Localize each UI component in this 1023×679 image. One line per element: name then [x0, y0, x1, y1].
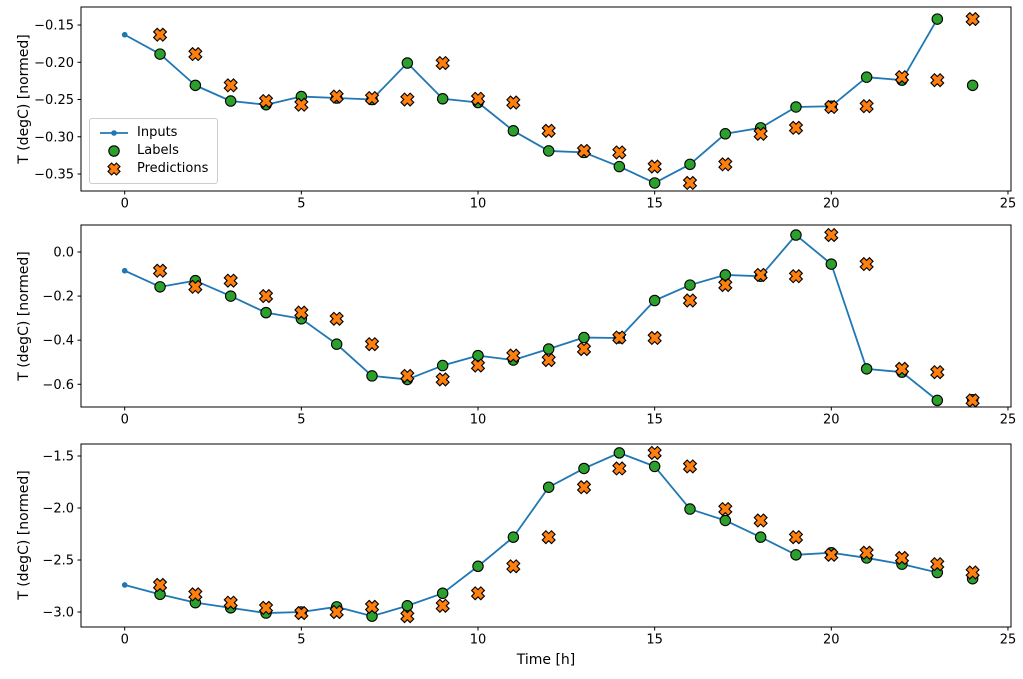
legend-item-labels: Labels [99, 142, 208, 160]
x-tick-label: 5 [297, 413, 305, 428]
x-tick-label: 0 [121, 413, 129, 428]
x-axis-label: Time [h] [516, 652, 576, 668]
subplot-2-ylabel: T (degC) [normed] [16, 251, 32, 381]
y-tick-label: 0.0 [53, 245, 74, 260]
y-tick-label: −0.20 [34, 56, 74, 71]
series-inputs [121, 232, 941, 404]
legend-item-inputs: Inputs [99, 124, 208, 142]
y-tick-label: −1.5 [42, 450, 74, 465]
x-tick-label: 10 [470, 633, 487, 648]
y-tick-label: −0.2 [42, 290, 74, 305]
y-tick-label: −3.0 [42, 606, 74, 621]
y-tick-label: −0.30 [34, 130, 74, 145]
x-tick-label: 5 [297, 197, 305, 212]
x-tick-label: 15 [646, 197, 663, 212]
legend: Inputs Labels Predictions [89, 118, 219, 184]
labels-circle-icon [108, 145, 120, 157]
legend-label-predictions: Predictions [137, 161, 209, 176]
y-tick-label: −0.6 [42, 378, 74, 393]
subplot-2-axes: 0 5 10 15 20 25 0.0 −0.2 −0.4 −0.6 [42, 224, 1017, 428]
inputs-line-icon [100, 130, 128, 136]
series-predictions [152, 11, 980, 191]
predictions-x-icon [107, 162, 121, 176]
x-tick-label: 15 [646, 633, 663, 648]
series-inputs [121, 450, 941, 619]
subplot-1-ylabel: T (degC) [normed] [16, 34, 32, 164]
y-tick-label: −0.15 [34, 19, 74, 34]
series-labels [154, 447, 979, 622]
subplot-3-ylabel: T (degC) [normed] [16, 470, 32, 600]
y-tick-label: −0.4 [42, 334, 74, 349]
y-tick-label: −2.5 [42, 554, 74, 569]
x-tick-label: 5 [297, 633, 305, 648]
x-tick-label: 0 [121, 197, 129, 212]
axes-frame [80, 6, 1012, 192]
legend-item-predictions: Predictions [99, 160, 208, 178]
series-predictions [152, 227, 980, 408]
y-tick-label: −0.35 [34, 168, 74, 183]
x-tick-label: 25 [1000, 413, 1017, 428]
axes-frame [80, 443, 1012, 628]
x-tick-label: 20 [823, 197, 840, 212]
legend-label-inputs: Inputs [137, 125, 178, 140]
x-tick-label: 10 [470, 197, 487, 212]
subplot-1-axes: 0 5 10 15 20 25 −0.15 −0.20 −0.25 −0.30 −0.35 [34, 6, 1017, 212]
x-tick-label: 20 [823, 413, 840, 428]
series-labels [154, 229, 979, 407]
x-tick-label: 20 [823, 633, 840, 648]
x-tick-label: 25 [1000, 197, 1017, 212]
legend-label-labels: Labels [137, 143, 179, 158]
series-inputs [121, 16, 941, 186]
x-tick-label: 25 [1000, 633, 1017, 648]
series-predictions [152, 445, 980, 624]
y-tick-label: −2.0 [42, 502, 74, 517]
y-tick-label: −0.25 [34, 93, 74, 108]
x-tick-label: 0 [121, 633, 129, 648]
axes-frame [80, 224, 1012, 408]
subplot-3-axes: 0 5 10 15 20 25 −1.5 −2.0 −2.5 −3.0 [42, 443, 1017, 648]
x-tick-label: 10 [470, 413, 487, 428]
x-tick-label: 15 [646, 413, 663, 428]
